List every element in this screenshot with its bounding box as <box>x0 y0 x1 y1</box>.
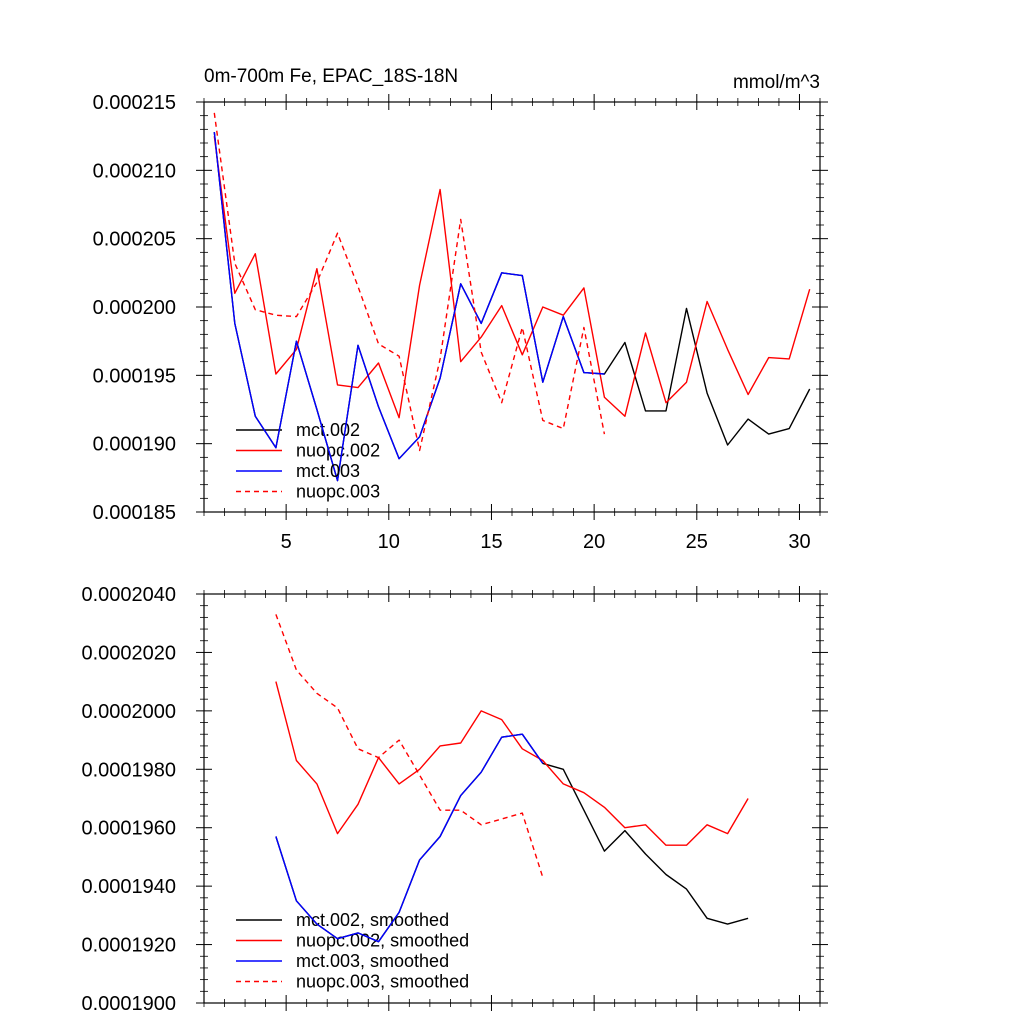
units-label: mmol/m^3 <box>733 72 820 93</box>
x-tick-label: 30 <box>788 531 810 553</box>
y-tick-label: 0.000210 <box>93 160 176 182</box>
y-tick-label: 0.000190 <box>93 434 176 456</box>
legend-label: nuopc.003, smoothed <box>296 972 469 992</box>
y-tick-label: 0.0001960 <box>81 818 176 840</box>
x-tick-label: 5 <box>281 531 292 553</box>
legend-label: mct.003, smoothed <box>296 951 449 971</box>
series-line-mct-003 <box>213 132 605 482</box>
y-tick-label: 0.000185 <box>93 502 176 524</box>
x-tick-label: 20 <box>583 531 605 553</box>
y-tick-label: 0.000215 <box>93 92 176 114</box>
y-tick-label: 0.000205 <box>93 229 176 251</box>
legend-label: nuopc.002 <box>296 441 380 461</box>
legend-label: mct.003 <box>296 461 360 481</box>
series-line-nuopc-002 <box>213 136 811 419</box>
y-tick-label: 0.0001940 <box>81 876 176 898</box>
y-tick-label: 0.0001900 <box>81 993 176 1015</box>
y-tick-label: 0.000200 <box>93 297 176 319</box>
y-tick-label: 0.0002000 <box>81 701 176 723</box>
series-line-nuopc-003 <box>213 112 606 452</box>
y-tick-label: 0.000195 <box>93 365 176 387</box>
legend-label: mct.002, smoothed <box>296 910 449 930</box>
series-line-mct-003-smoothed <box>275 733 544 943</box>
legend-label: nuopc.003 <box>296 482 380 502</box>
y-tick-label: 0.0001920 <box>81 935 176 957</box>
x-tick-label: 15 <box>480 531 502 553</box>
series-line-nuopc-002-smoothed <box>275 681 749 846</box>
y-tick-label: 0.0002040 <box>81 584 176 606</box>
y-tick-label: 0.0002020 <box>81 642 176 664</box>
series-line-nuopc-003-smoothed <box>275 614 544 878</box>
legend-label: nuopc.002, smoothed <box>296 931 469 951</box>
x-tick-label: 25 <box>686 531 708 553</box>
chart-title: 0m-700m Fe, EPAC_18S-18N <box>204 66 458 87</box>
y-tick-label: 0.0001980 <box>81 759 176 781</box>
x-tick-label: 10 <box>378 531 400 553</box>
legend-label: mct.002 <box>296 420 360 440</box>
